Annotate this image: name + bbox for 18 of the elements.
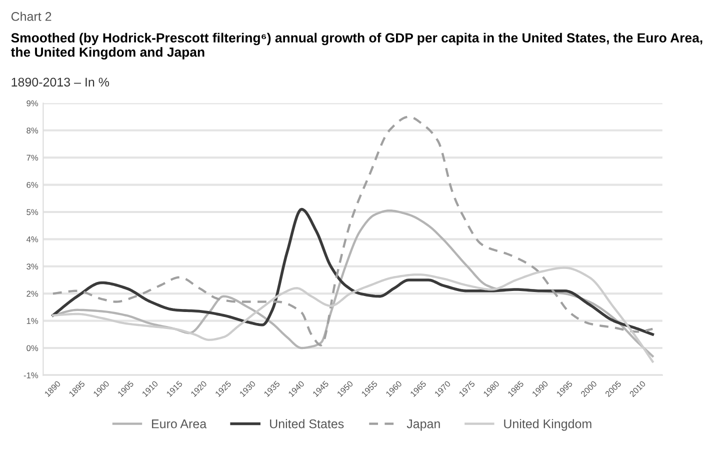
y-tick-label: 2% xyxy=(26,290,38,297)
chart-title: Smoothed (by Hodrick-Prescott filtering⁶) annual growth of GDP per capita in the United States, the Euro Area, the United Kingdom and Japan xyxy=(10,32,702,60)
legend-label: United States xyxy=(270,419,344,428)
y-tick-label: 6% xyxy=(26,182,38,188)
y-tick-label: 1% xyxy=(26,318,38,324)
chart-subtitle: 1890-2013 – In % xyxy=(12,78,110,87)
y-tick-label: 4% xyxy=(26,236,38,242)
y-tick-label: 9% xyxy=(26,100,38,106)
y-tick-label: -1% xyxy=(24,372,38,378)
y-tick-label: 7% xyxy=(26,154,38,161)
legend-label: Euro Area xyxy=(152,420,207,428)
legend-label: Japan xyxy=(406,420,440,431)
y-tick-label: 8% xyxy=(26,128,38,134)
y-tick-label: 0% xyxy=(26,345,38,352)
legend-label: United Kingdom xyxy=(504,419,592,431)
y-tick-label: 3% xyxy=(26,264,38,270)
caption: Chart 2 xyxy=(11,12,52,21)
y-tick-label: 5% xyxy=(26,209,38,216)
